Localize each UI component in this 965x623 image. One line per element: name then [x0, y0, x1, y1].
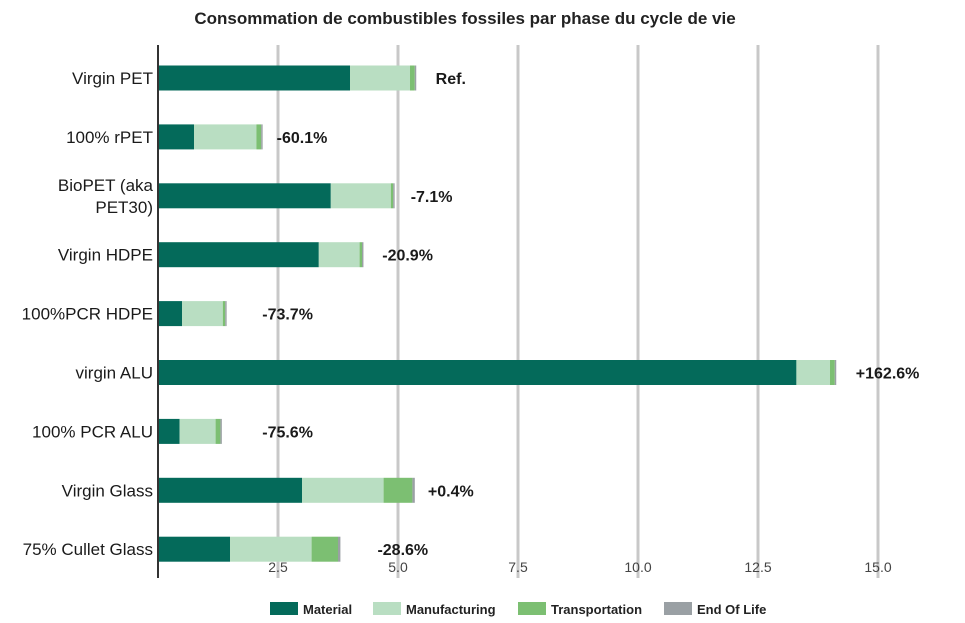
- bar-transportation-75-cullet-glass: [311, 536, 338, 562]
- bar-material-virgin-hdpe: [158, 242, 319, 268]
- bar-manufacturing-75-cullet-glass: [230, 536, 312, 562]
- category-label: 75% Cullet Glass: [23, 540, 153, 559]
- bar-manufacturing-100-pcr-hdpe: [182, 301, 223, 327]
- bar-material-virgin-pet: [158, 65, 350, 91]
- data-label: -60.1%: [277, 130, 328, 147]
- category-label: Virgin Glass: [62, 481, 153, 500]
- bar-transportation-virgin-alu: [830, 360, 835, 385]
- bar-end-of-life-virgin-pet: [414, 65, 417, 91]
- bar-end-of-life-100-pcr-alu: [220, 418, 222, 444]
- bar-material-100-pcr-alu: [158, 418, 180, 444]
- bar-material-biopet-aka-pet30: [158, 183, 331, 209]
- bar-end-of-life-virgin-hdpe: [362, 242, 364, 268]
- data-label: -28.6%: [377, 542, 428, 559]
- bar-manufacturing-virgin-glass: [302, 477, 384, 503]
- bars: [158, 65, 837, 562]
- data-label: +162.6%: [856, 366, 920, 383]
- legend-label-end-of-life: End Of Life: [697, 602, 766, 617]
- category-label: 100% rPET: [66, 128, 153, 147]
- bar-transportation-biopet-aka-pet30: [390, 183, 394, 209]
- category-label: virgin ALU: [76, 364, 153, 383]
- bar-end-of-life-75-cullet-glass: [338, 536, 341, 562]
- x-tick-label: 7.5: [508, 559, 528, 575]
- data-label: +0.4%: [428, 483, 474, 500]
- bar-manufacturing-virgin-hdpe: [318, 242, 360, 268]
- bar-material-100-pcr-hdpe: [158, 301, 182, 327]
- legend-label-manufacturing: Manufacturing: [406, 602, 496, 617]
- bar-manufacturing-virgin-pet: [350, 65, 410, 91]
- data-label: -73.7%: [262, 307, 313, 324]
- category-label: Virgin PET: [72, 69, 153, 88]
- category-label: BioPET (aka PET30): [58, 176, 154, 217]
- bar-manufacturing-biopet-aka-pet30: [330, 183, 391, 209]
- bar-material-75-cullet-glass: [158, 536, 230, 562]
- bar-end-of-life-virgin-glass: [412, 477, 415, 503]
- x-tick-label: 5.0: [388, 559, 408, 575]
- x-tick-label: 2.5: [268, 559, 288, 575]
- bar-transportation-virgin-pet: [410, 65, 415, 91]
- bar-end-of-life-virgin-alu: [834, 360, 837, 385]
- chart-title: Consommation de combustibles fossiles pa…: [194, 9, 735, 28]
- bar-transportation-100-pcr-alu: [215, 418, 221, 444]
- bar-material-virgin-glass: [158, 477, 302, 503]
- data-label: -7.1%: [411, 189, 453, 206]
- legend-label-transportation: Transportation: [551, 602, 642, 617]
- x-tick-label: 10.0: [624, 559, 651, 575]
- bar-transportation-virgin-glass: [383, 477, 413, 503]
- bar-transportation-100-rpet: [256, 124, 262, 150]
- legend-label-material: Material: [303, 602, 352, 617]
- bar-end-of-life-100-pcr-hdpe: [225, 301, 227, 327]
- legend: Material Manufacturing Transportation End O…: [270, 602, 766, 617]
- bar-end-of-life-100-rpet: [261, 124, 263, 150]
- legend-swatch-manufacturing: [373, 602, 401, 615]
- data-label: -20.9%: [382, 248, 433, 265]
- bar-material-virgin-alu: [158, 360, 797, 385]
- bar-material-100-rpet: [158, 124, 194, 150]
- x-tick-label: 12.5: [744, 559, 771, 575]
- data-label: -75.6%: [262, 424, 313, 441]
- bar-manufacturing-100-pcr-alu: [179, 418, 216, 444]
- bar-manufacturing-100-rpet: [194, 124, 257, 150]
- category-label: Virgin HDPE: [58, 246, 153, 265]
- bar-transportation-virgin-hdpe: [359, 242, 362, 268]
- legend-swatch-end-of-life: [664, 602, 692, 615]
- data-label: Ref.: [436, 71, 466, 88]
- bar-manufacturing-virgin-alu: [796, 360, 830, 385]
- category-label: 100% PCR ALU: [32, 422, 153, 441]
- category-label: 100%PCR HDPE: [22, 305, 153, 324]
- x-tick-label: 15.0: [864, 559, 891, 575]
- labels: 2.5 5.0 7.5 10.0 12.5 15.0 Virgin PET Ref. 100% …: [22, 69, 920, 575]
- legend-swatch-transportation: [518, 602, 546, 615]
- legend-swatch-material: [270, 602, 298, 615]
- bar-end-of-life-biopet-aka-pet30: [393, 183, 395, 209]
- bar-transportation-100-pcr-hdpe: [222, 301, 226, 327]
